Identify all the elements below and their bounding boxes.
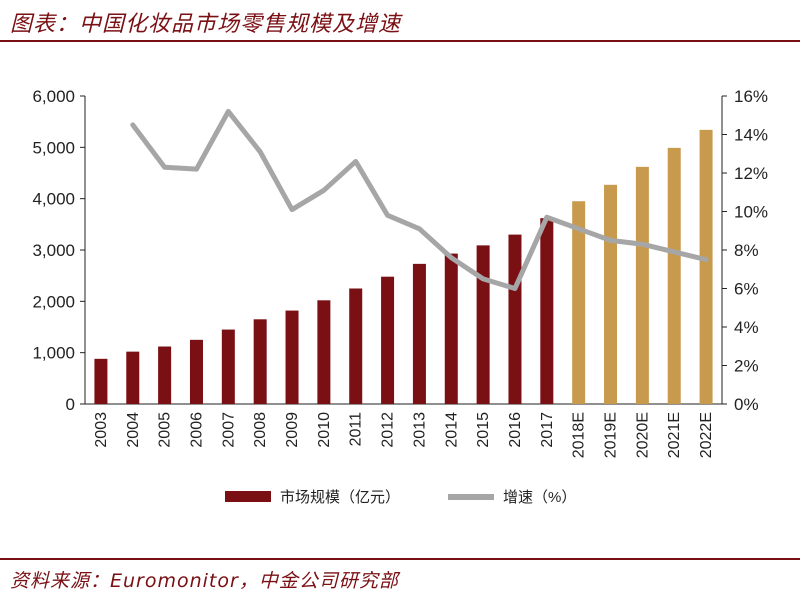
bar-series — [94, 129, 713, 404]
left-tick-label: 3,000 — [32, 241, 75, 260]
left-tick-label: 5,000 — [32, 138, 75, 157]
x-tick-label: 2016 — [507, 412, 524, 448]
x-tick-label: 2018E — [571, 412, 588, 458]
left-tick-label: 6,000 — [32, 87, 75, 106]
right-tick-label: 12% — [734, 164, 768, 183]
legend-bar-swatch — [225, 491, 271, 502]
bar-2016 — [508, 234, 522, 404]
bar-2007 — [221, 329, 235, 404]
legend: 市场规模（亿元） 增速（%） — [225, 489, 576, 506]
bar-2013 — [412, 263, 426, 404]
x-tick-label: 2003 — [93, 412, 110, 448]
right-tick-label: 8% — [734, 241, 759, 260]
x-tick-label: 2004 — [125, 412, 142, 448]
x-axis-labels: 2003 2004 2005 2006 2007 2008 2009 2010 2011 2012… — [93, 412, 715, 458]
x-tick-label: 2015 — [475, 412, 492, 448]
bar-2020E — [635, 166, 649, 404]
right-tick-label: 4% — [734, 318, 759, 337]
page-title: 图表：中国化妆品市场零售规模及增速 — [10, 12, 402, 37]
x-tick-label: 2019E — [603, 412, 620, 458]
x-tick-label: 2008 — [252, 412, 269, 448]
left-tick-label: 4,000 — [32, 190, 75, 209]
bar-2021E — [667, 147, 681, 404]
source-divider — [0, 558, 800, 560]
bar-2010 — [317, 300, 331, 404]
retail-scale-chart: 0 1,000 2,000 3,000 4,000 5,000 6,000 0% 2% 4% 6% 8… — [32, 87, 768, 506]
x-tick-label: 2009 — [284, 412, 301, 448]
bar-2017 — [540, 218, 554, 404]
bar-2018E — [572, 201, 586, 404]
x-tick-label: 2021E — [666, 412, 683, 458]
bar-2022E — [699, 129, 713, 404]
left-tick-label: 0 — [66, 395, 75, 414]
right-tick-label: 14% — [734, 126, 768, 145]
right-tick-label: 16% — [734, 87, 768, 106]
x-tick-label: 2017 — [539, 412, 556, 448]
source-note: 资料来源：Euromonitor，中金公司研究部 — [10, 570, 399, 592]
chart-axes: 0 1,000 2,000 3,000 4,000 5,000 6,000 0% 2% 4% 6% 8… — [32, 87, 768, 414]
x-tick-label: 2010 — [316, 412, 333, 448]
bar-2004 — [126, 351, 140, 404]
bar-2019E — [604, 184, 618, 404]
x-tick-label: 2012 — [380, 412, 397, 448]
bar-2015 — [476, 245, 490, 404]
x-tick-label: 2005 — [157, 412, 174, 448]
x-tick-label: 2013 — [411, 412, 428, 448]
line-series — [130, 108, 709, 291]
header: 图表：中国化妆品市场零售规模及增速 — [0, 0, 800, 44]
x-tick-label: 2007 — [220, 412, 237, 448]
bar-2005 — [158, 346, 172, 404]
x-tick-label: 2011 — [348, 412, 365, 447]
left-tick-label: 1,000 — [32, 344, 75, 363]
bar-2014 — [444, 253, 458, 404]
right-tick-label: 0% — [734, 395, 759, 414]
bar-2008 — [253, 319, 267, 404]
bar-2012 — [381, 276, 395, 404]
x-tick-label: 2022E — [698, 412, 715, 458]
legend-bar-label: 市场规模（亿元） — [280, 489, 400, 506]
left-tick-label: 2,000 — [32, 292, 75, 311]
right-tick-label: 2% — [734, 357, 759, 376]
growth-line — [130, 108, 709, 291]
legend-line-label: 增速（%） — [503, 489, 576, 506]
right-tick-label: 10% — [734, 203, 768, 222]
bar-2011 — [349, 288, 363, 404]
x-tick-label: 2020E — [634, 412, 651, 458]
bar-2006 — [189, 339, 203, 404]
title-divider — [0, 40, 800, 42]
x-tick-label: 2006 — [188, 412, 205, 448]
bar-2009 — [285, 310, 299, 404]
x-tick-label: 2014 — [443, 412, 460, 448]
bar-2003 — [94, 358, 108, 404]
right-tick-label: 6% — [734, 280, 759, 299]
